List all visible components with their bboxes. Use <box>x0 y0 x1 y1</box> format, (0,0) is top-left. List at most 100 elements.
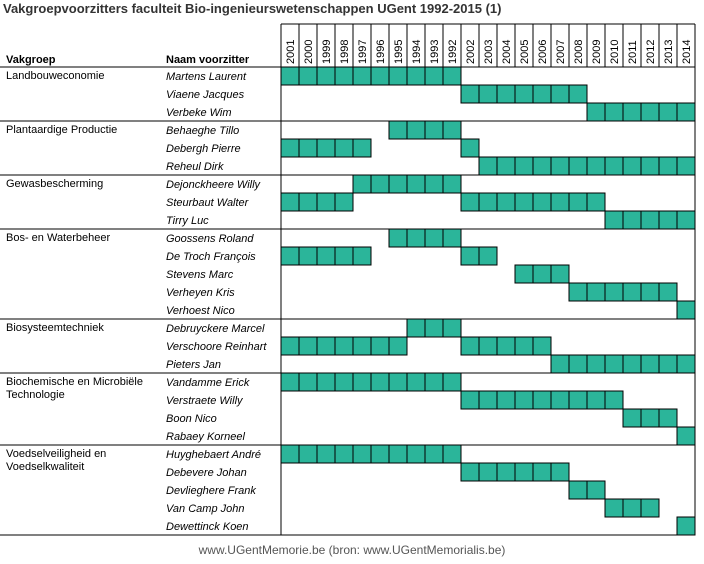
term-cell <box>586 282 606 302</box>
term-cell <box>604 282 624 302</box>
term-cell <box>586 192 606 212</box>
term-cell <box>460 336 480 356</box>
term-cell <box>640 408 660 428</box>
term-cell <box>424 372 444 392</box>
term-cell <box>280 444 300 464</box>
term-cell <box>514 462 534 482</box>
term-cell <box>478 84 498 104</box>
term-cell <box>640 282 660 302</box>
term-cell <box>442 372 462 392</box>
term-cell <box>334 66 354 86</box>
year-tick-label: 2013 <box>663 40 675 64</box>
term-cell <box>370 336 390 356</box>
term-cell <box>352 138 372 158</box>
chair-name: De Troch François <box>166 251 256 263</box>
year-tick-label: 1994 <box>411 40 423 64</box>
group-label: Voedselkwaliteit <box>6 461 84 473</box>
term-cell <box>676 354 696 374</box>
term-cell <box>370 66 390 86</box>
term-cell <box>658 210 678 230</box>
term-cell <box>496 336 516 356</box>
term-cell <box>532 84 552 104</box>
term-cell <box>478 192 498 212</box>
term-cell <box>550 264 570 284</box>
term-cell <box>352 174 372 194</box>
term-cell <box>388 120 408 140</box>
term-cell <box>442 228 462 248</box>
term-cell <box>424 66 444 86</box>
year-tick-label: 2000 <box>303 40 315 64</box>
term-cell <box>316 138 336 158</box>
term-cell <box>370 174 390 194</box>
chair-name: Steurbaut Walter <box>166 197 250 209</box>
term-cell <box>532 264 552 284</box>
term-cell <box>406 174 426 194</box>
term-cell <box>460 138 480 158</box>
term-cell <box>550 354 570 374</box>
term-cell <box>478 156 498 176</box>
term-cell <box>586 156 606 176</box>
chair-name: Tirry Luc <box>166 215 209 227</box>
term-cell <box>568 84 588 104</box>
chair-name: Debergh Pierre <box>166 143 241 155</box>
term-cell <box>532 462 552 482</box>
term-cell <box>496 192 516 212</box>
chair-name: Viaene Jacques <box>166 89 245 101</box>
chair-name: Debruyckere Marcel <box>166 323 265 335</box>
term-cell <box>640 354 660 374</box>
term-cell <box>622 156 642 176</box>
term-cell <box>298 138 318 158</box>
group-label: Voedselveiligheid en <box>6 448 106 460</box>
term-cell <box>550 390 570 410</box>
term-cell <box>604 102 624 122</box>
year-tick-label: 2002 <box>465 40 477 64</box>
term-cell <box>478 462 498 482</box>
term-cell <box>298 372 318 392</box>
group-label: Biochemische en Microbiële <box>6 376 143 388</box>
term-cell <box>568 282 588 302</box>
term-cell <box>568 192 588 212</box>
term-cell <box>514 156 534 176</box>
term-cell <box>514 336 534 356</box>
year-tick-label: 2004 <box>501 40 513 64</box>
term-cell <box>460 462 480 482</box>
year-tick-label: 1995 <box>393 40 405 64</box>
term-cell <box>460 246 480 266</box>
term-cell <box>424 444 444 464</box>
year-tick-label: 2005 <box>519 40 531 64</box>
chair-name: Goossens Roland <box>166 233 254 245</box>
term-cell <box>460 390 480 410</box>
group-label: Gewasbescherming <box>6 178 103 190</box>
term-cell <box>442 444 462 464</box>
term-cell <box>604 498 624 518</box>
term-cell <box>496 156 516 176</box>
term-cell <box>622 102 642 122</box>
term-cell <box>334 192 354 212</box>
term-cell <box>424 228 444 248</box>
term-cell <box>496 462 516 482</box>
chair-name: Stevens Marc <box>166 269 234 281</box>
term-cell <box>658 282 678 302</box>
term-cell <box>622 408 642 428</box>
term-cell <box>352 246 372 266</box>
term-cell <box>298 192 318 212</box>
chair-name: Reheul Dirk <box>166 161 224 173</box>
term-cell <box>658 354 678 374</box>
term-cell <box>352 372 372 392</box>
term-cell <box>316 246 336 266</box>
term-cell <box>298 336 318 356</box>
term-cell <box>424 174 444 194</box>
chair-name: Boon Nico <box>166 413 217 425</box>
year-tick-label: 2010 <box>609 40 621 64</box>
term-cell <box>514 264 534 284</box>
term-cell <box>388 228 408 248</box>
term-cell <box>460 84 480 104</box>
term-cell <box>406 372 426 392</box>
term-cell <box>298 66 318 86</box>
chair-name: Verschoore Reinhart <box>166 341 267 353</box>
term-cell <box>370 372 390 392</box>
name-column-header: Naam voorzitter <box>166 54 250 66</box>
term-cell <box>676 210 696 230</box>
term-cell <box>388 174 408 194</box>
term-cell <box>676 102 696 122</box>
